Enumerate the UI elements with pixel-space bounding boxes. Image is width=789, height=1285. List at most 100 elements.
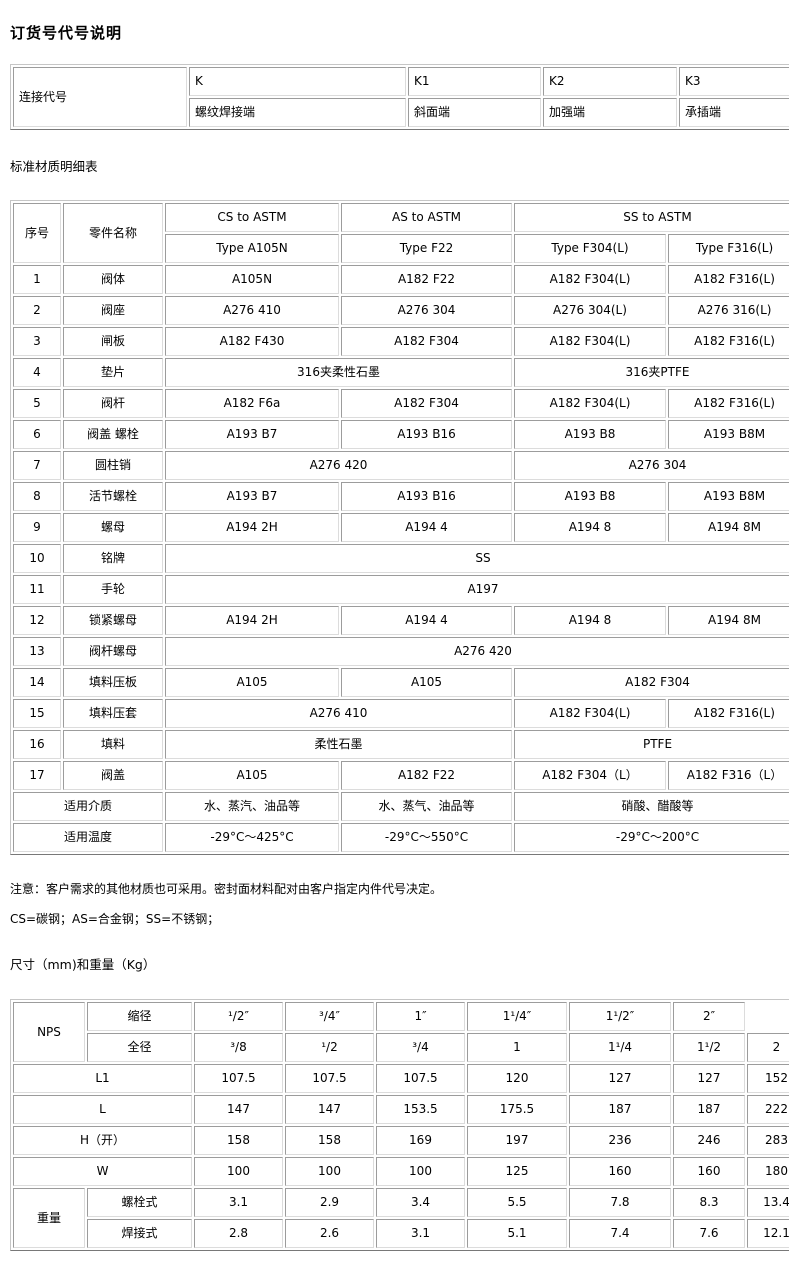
table-cell: 127 bbox=[569, 1064, 671, 1093]
table-cell: 107.5 bbox=[194, 1064, 283, 1093]
table-cell: 活节螺栓 bbox=[63, 482, 163, 511]
table-cell: 160 bbox=[673, 1157, 745, 1186]
table-cell: ¹/2″ bbox=[194, 1002, 283, 1031]
table-cell: A194 4 bbox=[341, 513, 512, 542]
table-row: 序号 零件名称 CS to ASTM AS to ASTM SS to ASTM bbox=[13, 203, 789, 263]
table-cell: A182 F316(L) bbox=[668, 327, 789, 356]
table-cell: 斜面端 bbox=[408, 98, 541, 127]
table-cell: 197 bbox=[467, 1126, 567, 1155]
table-cell: K3 bbox=[679, 67, 789, 96]
table-cell: 序号 bbox=[13, 203, 61, 263]
table-cell: 187 bbox=[569, 1095, 671, 1124]
table-cell: 246 bbox=[673, 1126, 745, 1155]
table-cell: 7 bbox=[13, 451, 61, 480]
table-cell: 锁紧螺母 bbox=[63, 606, 163, 635]
table-row: NPS 缩径 ¹/2″ ³/4″ 1″ 1¹/4″ 1¹/2″ 2″ bbox=[13, 1002, 789, 1062]
table-row: 7 圆柱销 A276 420 A276 304 bbox=[13, 451, 789, 480]
table-row: 13 阀杆螺母 A276 420 bbox=[13, 637, 789, 666]
table-row: 15 填料压套 A276 410 A182 F304(L) A182 F316(L) bbox=[13, 699, 789, 728]
table-cell: AS to ASTM bbox=[341, 203, 512, 232]
table-cell: 222 bbox=[747, 1095, 789, 1124]
table-row: H（开） 158 158 169 197 236 246 283 bbox=[13, 1126, 789, 1155]
table-cell: -29°C～425°C bbox=[165, 823, 339, 852]
table-cell: 垫片 bbox=[63, 358, 163, 387]
table-cell: 1 bbox=[467, 1033, 567, 1062]
note-line-2: CS=碳钢；AS=合金钢；SS=不锈钢； bbox=[10, 912, 220, 926]
table-cell: 连接代号 bbox=[13, 67, 187, 127]
table-cell: A276 420 bbox=[165, 451, 512, 480]
table-cell: 水、蒸气、油品等 bbox=[341, 792, 512, 821]
table-cell: A194 2H bbox=[165, 513, 339, 542]
table-row: 3 闸板 A182 F430 A182 F304 A182 F304(L) A182 F3… bbox=[13, 327, 789, 356]
table-cell: 1 bbox=[13, 265, 61, 294]
table-row: 连接代号 K K1 K2 K3 bbox=[13, 67, 789, 127]
table-cell: A197 bbox=[165, 575, 789, 604]
table-cell: 适用温度 bbox=[13, 823, 163, 852]
table-cell: 8.3 bbox=[673, 1188, 745, 1217]
table-cell: A276 420 bbox=[165, 637, 789, 666]
table-row: 全径 ³/8 ¹/2 ³/4 1 1¹/4 1¹/2 2 bbox=[13, 1033, 789, 1062]
table-cell: 手轮 bbox=[63, 575, 163, 604]
table-cell: Type F22 bbox=[341, 234, 512, 263]
table-cell: 2 bbox=[747, 1033, 789, 1062]
table-cell: 加强端 bbox=[543, 98, 677, 127]
table-cell: K1 bbox=[408, 67, 541, 96]
table-cell: L bbox=[13, 1095, 192, 1124]
table-cell: W bbox=[13, 1157, 192, 1186]
table-cell: 圆柱销 bbox=[63, 451, 163, 480]
table-cell: 152 bbox=[747, 1064, 789, 1093]
table-cell: 2 bbox=[13, 296, 61, 325]
table-row: L1 107.5 107.5 107.5 120 127 127 152 bbox=[13, 1064, 789, 1093]
table-cell: 15 bbox=[13, 699, 61, 728]
table-cell: A105N bbox=[165, 265, 339, 294]
table-row: 11 手轮 A197 bbox=[13, 575, 789, 604]
table-cell: A182 F316(L) bbox=[668, 265, 789, 294]
table-cell: 闸板 bbox=[63, 327, 163, 356]
table-cell: 147 bbox=[194, 1095, 283, 1124]
table-cell: A182 F304 bbox=[341, 389, 512, 418]
table-cell: A193 B8M bbox=[668, 482, 789, 511]
table-cell: 4 bbox=[13, 358, 61, 387]
table-cell: 2″ bbox=[673, 1002, 745, 1031]
table-row: 5 阀杆 A182 F6a A182 F304 A182 F304(L) A182 F31… bbox=[13, 389, 789, 418]
table-cell: 1¹/2″ bbox=[569, 1002, 671, 1031]
table-cell: A276 316(L) bbox=[668, 296, 789, 325]
table-cell: 316夹柔性石墨 bbox=[165, 358, 512, 387]
table-cell: A194 8 bbox=[514, 513, 666, 542]
table-row: 14 填料压板 A105 A105 A182 F304 bbox=[13, 668, 789, 697]
table-cell: 10 bbox=[13, 544, 61, 573]
table-cell: 169 bbox=[376, 1126, 465, 1155]
table-cell: A182 F430 bbox=[165, 327, 339, 356]
table-cell: 7.8 bbox=[569, 1188, 671, 1217]
table-row: 适用介质 水、蒸汽、油品等 水、蒸气、油品等 硝酸、醋酸等 bbox=[13, 792, 789, 821]
table-cell: 适用介质 bbox=[13, 792, 163, 821]
dimensions-heading: 尺寸（mm)和重量（Kg） bbox=[10, 957, 156, 972]
table-row: W 100 100 100 125 160 160 180 bbox=[13, 1157, 789, 1186]
table-cell: 硝酸、醋酸等 bbox=[514, 792, 789, 821]
table-cell: K2 bbox=[543, 67, 677, 96]
table-cell: 零件名称 bbox=[63, 203, 163, 263]
table-cell: ³/8 bbox=[194, 1033, 283, 1062]
table-row: 4 垫片 316夹柔性石墨 316夹PTFE bbox=[13, 358, 789, 387]
table-cell: 3.1 bbox=[194, 1188, 283, 1217]
table-cell: 柔性石墨 bbox=[165, 730, 512, 759]
table-cell: 12 bbox=[13, 606, 61, 635]
table-cell: A182 F316(L) bbox=[668, 699, 789, 728]
table-cell: PTFE bbox=[514, 730, 789, 759]
table-cell: Type F304(L) bbox=[514, 234, 666, 263]
table-cell: 铭牌 bbox=[63, 544, 163, 573]
table-cell: CS to ASTM bbox=[165, 203, 339, 232]
table-row: 焊接式 2.8 2.6 3.1 5.1 7.4 7.6 12.1 bbox=[13, 1219, 789, 1248]
table-cell: 13 bbox=[13, 637, 61, 666]
table-cell: 158 bbox=[194, 1126, 283, 1155]
table-cell: NPS bbox=[13, 1002, 85, 1062]
table-cell: 水、蒸汽、油品等 bbox=[165, 792, 339, 821]
table-cell: 153.5 bbox=[376, 1095, 465, 1124]
table-cell: 阀杆螺母 bbox=[63, 637, 163, 666]
table-cell: ¹/2 bbox=[285, 1033, 374, 1062]
table-cell: 阀座 bbox=[63, 296, 163, 325]
table-cell: 127 bbox=[673, 1064, 745, 1093]
table-cell: 3.1 bbox=[376, 1219, 465, 1248]
table-cell: 螺纹焊接端 bbox=[189, 98, 406, 127]
table-cell: 阀盖 bbox=[63, 761, 163, 790]
